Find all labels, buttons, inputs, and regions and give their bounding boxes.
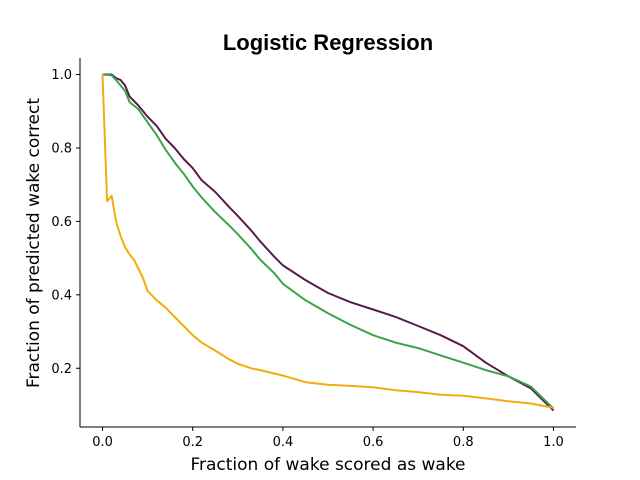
y-tick-label: 0.2 <box>51 362 72 377</box>
y-tick-label: 0.4 <box>51 288 72 303</box>
x-tick-label: 0.6 <box>363 435 384 450</box>
series-line-3 <box>101 74 554 409</box>
x-tick-label: 0.4 <box>273 435 294 450</box>
series-line-1 <box>102 73 555 412</box>
series-line-2 <box>102 73 555 410</box>
x-tick-label: 1.0 <box>543 435 564 450</box>
plot-area <box>101 73 555 412</box>
x-tick-label: 0.8 <box>453 435 474 450</box>
y-axis-title: Fraction of predicted wake correct <box>24 98 44 388</box>
y-tick-label: 0.6 <box>51 215 72 230</box>
y-axis-ticks: 0.2 0.4 0.6 0.8 1.0 <box>51 68 80 377</box>
chart-title: Logistic Regression <box>223 30 433 55</box>
x-tick-label: 0.2 <box>182 435 203 450</box>
x-tick-label: 0.0 <box>92 435 113 450</box>
y-tick-label: 1.0 <box>51 68 72 83</box>
y-tick-label: 0.8 <box>51 141 72 156</box>
x-axis-ticks: 0.0 0.2 0.4 0.6 0.8 1.0 <box>92 427 564 450</box>
x-axis-title: Fraction of wake scored as wake <box>190 455 465 475</box>
